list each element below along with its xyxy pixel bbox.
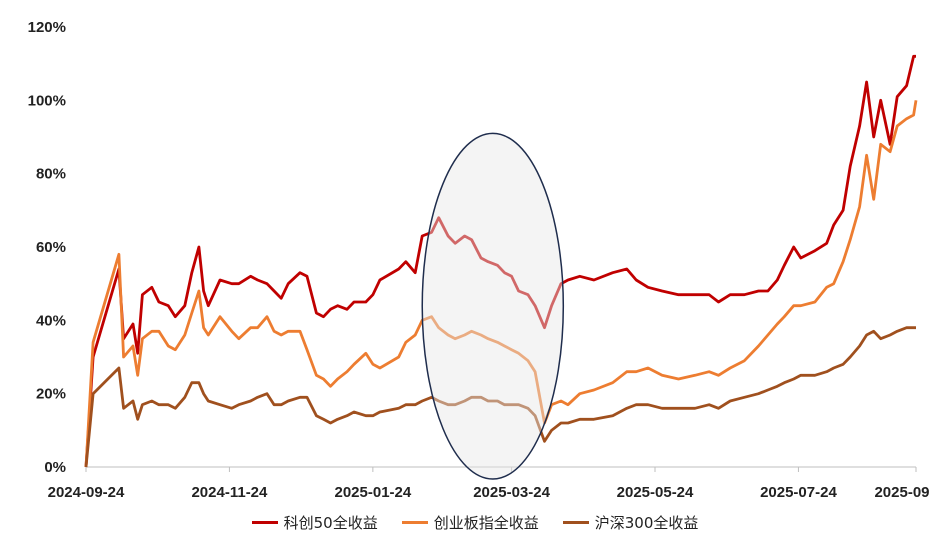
legend-item-csi300: 沪深300全收益 [562,512,699,533]
series-line-0 [84,54,916,468]
y-tick-label: 40% [36,312,66,329]
legend: 科创50全收益 创业板指全收益 沪深300全收益 [0,512,950,533]
legend-swatch-csi300 [562,521,589,524]
x-tick-labels: 2024-09-24 2024-11-24 2025-01-24 2025-03-24… [48,467,930,501]
legend-item-chinext: 创业板指全收益 [401,512,539,533]
y-tick-label: 120% [28,19,66,36]
series-line-2 [84,326,916,468]
legend-swatch-star50 [251,521,278,524]
y-tick-label: 20% [36,386,66,403]
x-tick-label: 2025-05-24 [617,484,694,501]
x-tick-label: 2025-03-24 [473,484,550,501]
x-tick-label: 2024-11-24 [191,484,268,501]
y-tick-labels: 0% 20% 40% 60% 80% 100% 120% [28,19,66,476]
x-tick-label: 2025-09 [874,484,929,501]
x-tick-label: 2024-09-24 [48,484,125,501]
y-tick-label: 0% [44,459,66,476]
legend-label-star50: 科创50全收益 [283,514,378,532]
legend-swatch-chinext [401,521,428,524]
y-tick-label: 60% [36,239,66,256]
x-tick-label: 2025-07-24 [760,484,837,501]
series-lines [84,54,918,468]
series-line-1 [84,100,918,468]
highlight-ellipse [421,132,565,480]
legend-label-csi300: 沪深300全收益 [594,514,699,532]
x-tick-label: 2025-01-24 [334,484,411,501]
legend-item-star50: 科创50全收益 [251,512,378,533]
legend-label-chinext: 创业板指全收益 [433,514,539,532]
y-tick-label: 80% [36,166,66,183]
y-tick-label: 100% [28,92,66,109]
